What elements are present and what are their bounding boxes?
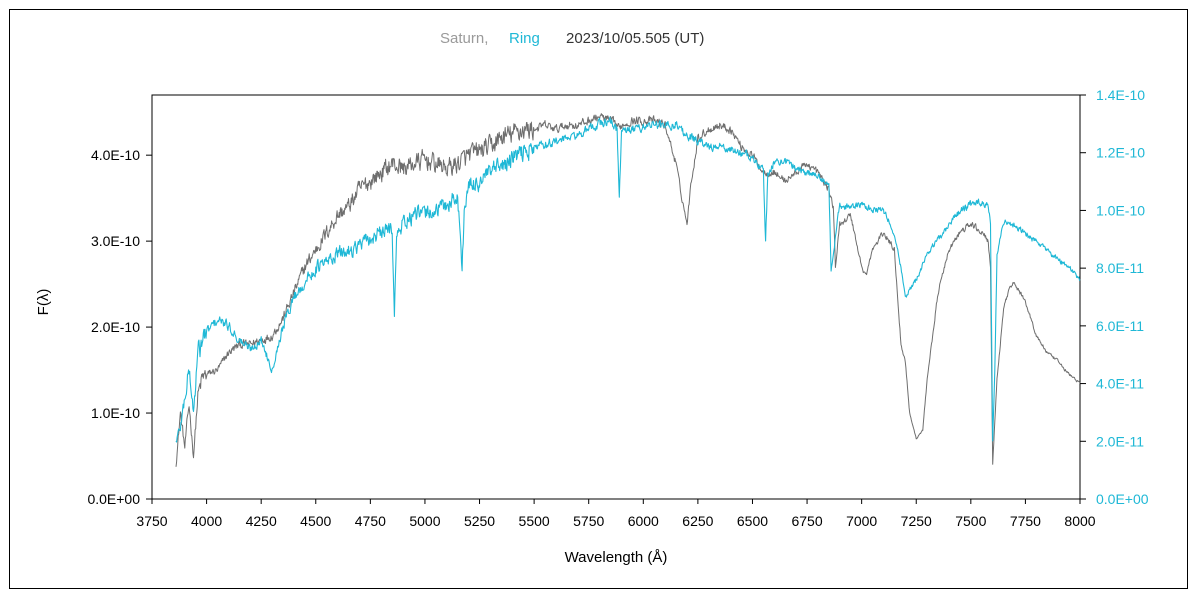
x-tick-label: 7000 (846, 513, 877, 529)
series-line-saturn (175, 113, 1081, 467)
y-right-tick-label: 1.0E-10 (1096, 202, 1145, 218)
left-axis-ticks: 0.0E+00 1.0E-10 2.0E-10 3.0E-10 4.0E-10 (87, 147, 152, 507)
x-tick-label: 6500 (737, 513, 768, 529)
title-series1: Saturn, (440, 30, 488, 47)
x-tick-label: 5000 (409, 513, 440, 529)
x-tick-label: 4500 (300, 513, 331, 529)
y-left-tick-label: 1.0E-10 (91, 405, 140, 421)
x-tick-label: 5750 (573, 513, 604, 529)
x-tick-label: 5250 (464, 513, 495, 529)
x-tick-label: 3750 (136, 513, 167, 529)
x-tick-label: 8000 (1064, 513, 1095, 529)
x-tick-label: 7250 (901, 513, 932, 529)
x-tick-label: 7750 (1010, 513, 1041, 529)
y-right-tick-label: 4.0E-11 (1096, 376, 1144, 392)
x-axis-ticks: 3750 4000 4250 4500 4750 5000 5250 5500 5750 6000… (136, 499, 1096, 529)
y-right-tick-label: 1.2E-10 (1096, 145, 1145, 161)
y-left-tick-label: 2.0E-10 (91, 319, 140, 335)
title-series2: Ring (509, 30, 540, 47)
y-left-tick-label: 4.0E-10 (91, 147, 140, 163)
x-tick-label: 7500 (955, 513, 986, 529)
y-right-tick-label: 2.0E-11 (1096, 433, 1144, 449)
y-right-tick-label: 8.0E-11 (1096, 260, 1144, 276)
title-date: 2023/10/05.505 (UT) (566, 30, 704, 47)
y-left-tick-label: 3.0E-10 (91, 233, 140, 249)
y-right-tick-label: 0.0E+00 (1096, 491, 1149, 507)
y-left-tick-label: 0.0E+00 (87, 491, 140, 507)
x-tick-label: 6250 (682, 513, 713, 529)
y-axis-label-left: F(λ) (35, 289, 52, 316)
series-line-ring (175, 116, 1081, 443)
x-tick-label: 4250 (246, 513, 277, 529)
y-right-tick-label: 1.4E-10 (1096, 87, 1145, 103)
plot-area (151, 94, 1081, 500)
x-axis-label: Wavelength (Å) (565, 549, 668, 566)
x-tick-label: 5500 (519, 513, 550, 529)
x-tick-label: 6000 (628, 513, 659, 529)
x-tick-label: 6750 (791, 513, 822, 529)
right-axis-ticks: 0.0E+00 2.0E-11 4.0E-11 6.0E-11 8.0E-11 1.0E-… (1080, 87, 1149, 507)
y-right-tick-label: 6.0E-11 (1096, 318, 1144, 334)
series-layer (175, 113, 1081, 467)
x-tick-label: 4750 (355, 513, 386, 529)
x-tick-label: 4000 (191, 513, 222, 529)
